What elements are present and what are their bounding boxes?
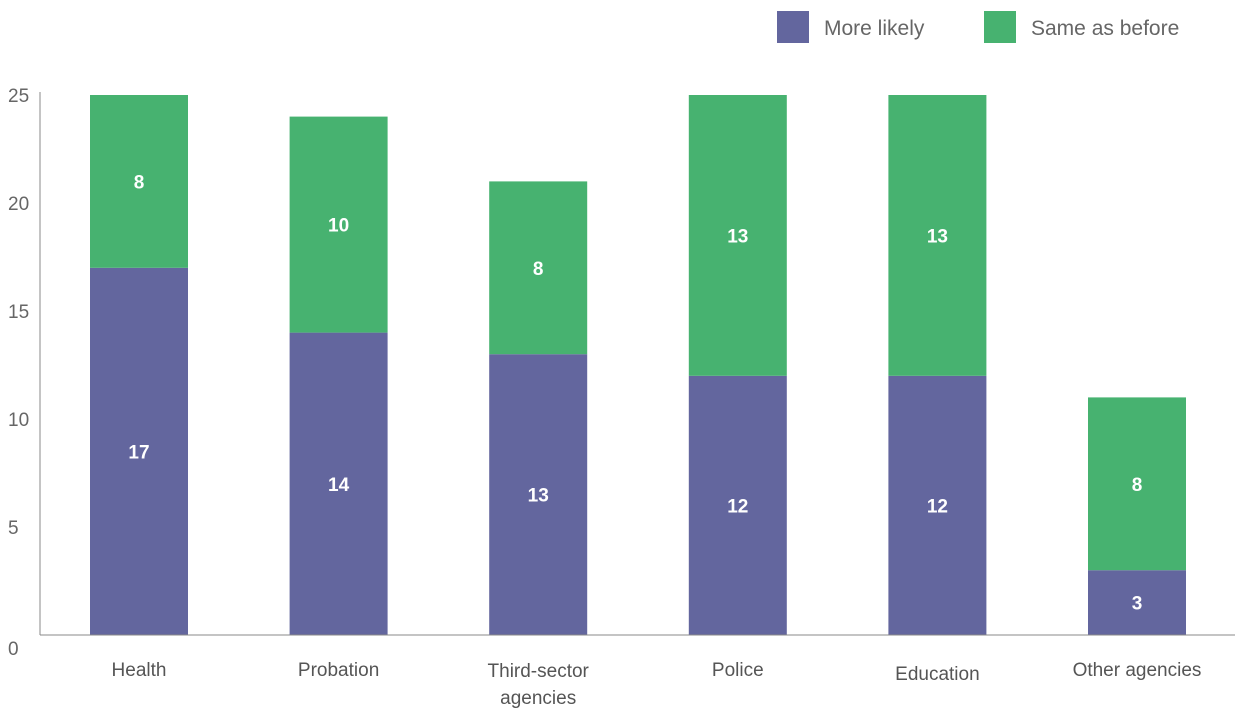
bar-segment-same-as-before: [888, 95, 987, 376]
legend-label: More likely: [824, 17, 925, 40]
y-tick-label: 20: [8, 194, 29, 215]
data-label: 8: [134, 172, 145, 193]
bar-segment-same-as-before: [688, 95, 787, 376]
bar-segment-same-as-before: [1088, 397, 1186, 571]
legend-label: Same as before: [1031, 17, 1179, 40]
bar-segment-same-as-before: [289, 116, 388, 333]
data-label: 3: [1132, 594, 1143, 615]
data-label: 12: [727, 496, 748, 517]
y-tick-label: 10: [8, 410, 29, 431]
data-label: 8: [533, 259, 544, 280]
data-label: 17: [128, 442, 149, 463]
x-category-label: Health: [112, 660, 167, 681]
bar-segment-same-as-before: [90, 95, 188, 268]
bar-segment-more-likely: [489, 354, 588, 635]
bar-segment-more-likely: [90, 267, 188, 635]
x-category-label: Education: [895, 664, 980, 685]
x-category-label: Police: [712, 660, 764, 681]
y-tick-label: 25: [8, 86, 29, 107]
data-label: 10: [328, 216, 349, 237]
legend-swatch: [984, 11, 1016, 43]
data-label: 13: [528, 486, 549, 507]
legend: More likely Same as before: [777, 11, 1179, 43]
x-category-label: Probation: [298, 660, 379, 681]
bar-segment-more-likely: [289, 332, 388, 635]
data-label: 13: [727, 226, 748, 247]
bar-segment-more-likely: [888, 375, 987, 635]
bars: 17 8 14 10 13 8 12 13 12 13 3 8: [90, 95, 1186, 635]
y-axis: 0 5 10 15 20 25: [8, 86, 41, 660]
data-label: 13: [927, 226, 948, 247]
x-category-label: agencies: [500, 688, 576, 708]
y-tick-label: 5: [8, 518, 19, 539]
data-label: 12: [927, 496, 948, 517]
legend-swatch: [777, 11, 809, 43]
x-category-label: Other agencies: [1073, 660, 1202, 681]
x-axis: Health Probation Third-sector agencies Polic…: [40, 634, 1235, 708]
bar-segment-more-likely: [1088, 570, 1186, 635]
y-tick-label: 0: [8, 639, 19, 660]
y-tick-label: 15: [8, 302, 29, 323]
data-label: 8: [1132, 475, 1143, 496]
bar-segment-same-as-before: [489, 181, 588, 355]
x-category-label: Third-sector: [488, 661, 590, 682]
bar-segment-more-likely: [688, 375, 787, 635]
data-label: 14: [328, 475, 350, 496]
